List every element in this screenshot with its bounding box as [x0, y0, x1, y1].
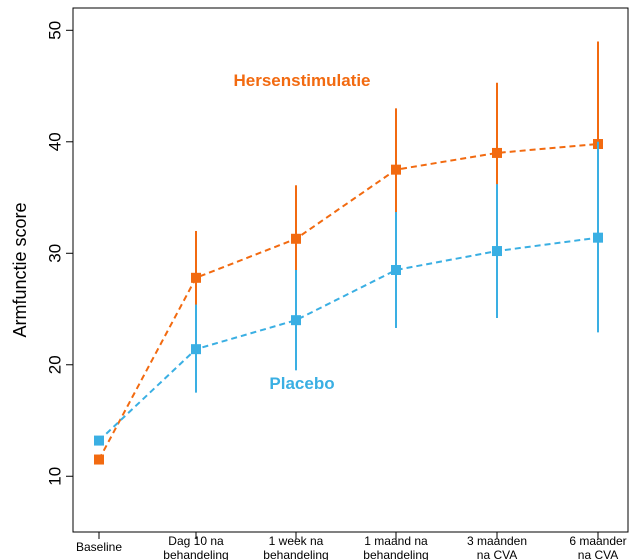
data-point [492, 147, 502, 158]
series-layer [94, 41, 603, 465]
x-tick-label: Dag 10 na behandeling [163, 534, 228, 560]
x-tick-label: 6 maander na CVA [569, 534, 626, 560]
series-line [98, 143, 599, 461]
x-tick-label-line: behandeling [363, 548, 428, 560]
data-point [191, 344, 201, 355]
data-point [94, 435, 104, 446]
x-tick-label-line: 1 maand na [364, 534, 428, 548]
data-point [391, 265, 401, 275]
series-placebo [94, 141, 603, 446]
y-tick-label: 50 [45, 21, 64, 40]
data-point [191, 272, 201, 283]
x-tick-label-line: behandeling [263, 548, 328, 560]
data-point [593, 232, 603, 243]
series-label-placebo: Placebo [269, 374, 334, 393]
series-label-hersenstimulatie: Hersenstimulatie [234, 71, 371, 90]
series-line [98, 236, 599, 442]
y-tick-label: 10 [45, 467, 64, 486]
y-tick-label: 20 [45, 355, 64, 374]
x-tick-label-line: 6 maander [569, 534, 626, 548]
series-hersenstimulatie [94, 41, 603, 465]
y-tick-label: 40 [45, 132, 64, 151]
data-point [94, 454, 104, 465]
y-tick-label: 30 [45, 244, 64, 263]
data-point [291, 233, 301, 244]
x-tick-label-line: 1 week na [269, 534, 324, 548]
x-tick-label-line: Dag 10 na [168, 534, 224, 548]
x-tick-label: 1 week na behandeling [263, 534, 328, 560]
x-tick-label-line: na CVA [578, 548, 618, 560]
data-point [391, 164, 401, 175]
data-point [291, 315, 301, 326]
plot-frame [72, 7, 629, 533]
y-axis-label: Armfunctie score [10, 202, 30, 337]
x-tick-label-line: Baseline [76, 540, 122, 554]
x-tick-label: Baseline [76, 540, 122, 554]
x-tick-label-line: na CVA [477, 548, 517, 560]
x-tick-label: 3 maanden na CVA [467, 534, 527, 560]
data-point [492, 246, 502, 257]
x-tick-label: 1 maand na behandeling [363, 534, 428, 560]
y-axis: 10 20 30 40 50 [45, 21, 73, 486]
x-tick-label-line: 3 maanden [467, 534, 527, 548]
x-tick-label-line: behandeling [163, 548, 228, 560]
